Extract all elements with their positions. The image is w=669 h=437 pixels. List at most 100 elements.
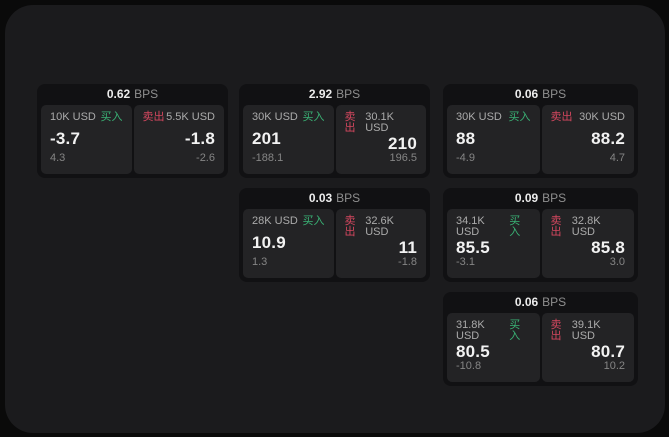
sell-price: 80.7	[591, 342, 625, 361]
sell-notional: 39.1K USD	[571, 319, 601, 342]
quote-card: 0.09 BPS 34.1K USD 买入 85.5 -3.1 卖出 32.8K…	[443, 188, 638, 282]
buy-quote-tile[interactable]: 28K USD 买入 10.9 1.3	[243, 209, 334, 278]
buy-tile-header: 28K USD 买入	[252, 216, 325, 227]
buy-side-label: 买入	[508, 111, 531, 123]
sell-notional: 32.6K USD	[365, 215, 394, 238]
bps-header: 0.62 BPS	[41, 84, 224, 105]
buy-notional: 30K USD	[456, 111, 502, 123]
bps-unit-label: BPS	[542, 87, 567, 101]
bps-value: 0.62	[106, 87, 131, 101]
bps-unit-label: BPS	[542, 295, 567, 309]
quote-card: 0.06 BPS 31.8K USD 买入 80.5 -10.8 卖出 39.1…	[443, 292, 638, 386]
bps-value: 0.09	[514, 191, 539, 205]
bps-value: 2.92	[308, 87, 333, 101]
buy-price: 88	[456, 128, 476, 148]
sell-quote-tile[interactable]: 卖出 32.8K USD 85.8 3.0	[541, 209, 634, 278]
buy-delta: -188.1	[252, 152, 284, 164]
bps-header: 0.06 BPS	[447, 292, 634, 313]
sell-price: 11	[398, 238, 417, 257]
buy-delta: 4.3	[50, 152, 66, 164]
buy-side-label: 买入	[509, 215, 521, 238]
quote-card: 0.06 BPS 30K USD 买入 88 -4.9 卖出 30K USD	[443, 84, 638, 178]
sell-delta: -2.6	[196, 152, 215, 164]
quote-card: 0.62 BPS 10K USD 买入 -3.7 4.3 卖出 5.5K USD	[37, 84, 228, 178]
sell-tile-header: 卖出 30.1K USD	[345, 112, 418, 134]
quote-card: 2.92 BPS 30K USD 买入 201 -188.1 卖出 30.1K …	[239, 84, 430, 178]
buy-delta: -3.1	[456, 256, 475, 268]
quote-panels: 30K USD 买入 88 -4.9 卖出 30K USD 88.2 4.7	[447, 105, 634, 174]
buy-quote-tile[interactable]: 31.8K USD 买入 80.5 -10.8	[447, 313, 540, 382]
bps-header: 0.06 BPS	[447, 84, 634, 105]
app-window: 0.62 BPS 10K USD 买入 -3.7 4.3 卖出 5.5K USD	[5, 5, 665, 433]
buy-side-label: 买入	[302, 215, 325, 227]
bps-value: 0.06	[514, 295, 539, 309]
buy-delta: 1.3	[252, 256, 268, 268]
quote-card: 0.03 BPS 28K USD 买入 10.9 1.3 卖出 32.6K US…	[239, 188, 430, 282]
sell-tile-header: 卖出 32.6K USD	[345, 216, 418, 238]
bps-unit-label: BPS	[336, 87, 361, 101]
buy-price: 10.9	[252, 232, 286, 252]
bps-unit-label: BPS	[336, 191, 361, 205]
sell-side-label: 卖出	[142, 111, 165, 123]
sell-quote-tile[interactable]: 卖出 30K USD 88.2 4.7	[541, 105, 634, 174]
sell-side-label: 卖出	[344, 111, 356, 134]
sell-notional: 32.8K USD	[571, 215, 601, 238]
buy-tile-header: 10K USD 买入	[50, 112, 123, 123]
buy-quote-tile[interactable]: 10K USD 买入 -3.7 4.3	[41, 105, 132, 174]
sell-tile-header: 卖出 30K USD	[551, 112, 626, 123]
buy-quote-tile[interactable]: 34.1K USD 买入 85.5 -3.1	[447, 209, 540, 278]
buy-tile-header: 30K USD 买入	[252, 112, 325, 123]
buy-tile-header: 34.1K USD 买入	[456, 216, 531, 238]
buy-price: -3.7	[50, 128, 81, 148]
quote-panels: 10K USD 买入 -3.7 4.3 卖出 5.5K USD -1.8 -2.…	[41, 105, 224, 174]
sell-notional: 30.1K USD	[365, 111, 394, 134]
buy-notional: 28K USD	[252, 215, 298, 227]
sell-price: 85.8	[591, 238, 625, 257]
buy-price: 80.5	[456, 342, 490, 361]
buy-side-label: 买入	[100, 111, 123, 123]
sell-delta: 3.0	[609, 256, 625, 268]
bps-header: 0.09 BPS	[447, 188, 634, 209]
buy-price: 85.5	[456, 238, 490, 257]
bps-header: 2.92 BPS	[243, 84, 426, 105]
sell-tile-header: 卖出 39.1K USD	[551, 320, 626, 342]
sell-side-label: 卖出	[344, 215, 356, 238]
buy-delta: -4.9	[456, 152, 475, 164]
buy-notional: 34.1K USD	[456, 215, 485, 238]
sell-quote-tile[interactable]: 卖出 30.1K USD 210 196.5	[335, 105, 426, 174]
sell-notional: 30K USD	[579, 111, 625, 123]
sell-delta: 10.2	[603, 360, 625, 372]
buy-price: 201	[252, 128, 281, 148]
buy-delta: -10.8	[456, 360, 482, 372]
sell-price: 210	[388, 134, 417, 153]
quote-panels: 34.1K USD 买入 85.5 -3.1 卖出 32.8K USD 85.8…	[447, 209, 634, 278]
quote-panels: 28K USD 买入 10.9 1.3 卖出 32.6K USD 11 -1.8	[243, 209, 426, 278]
bps-header: 0.03 BPS	[243, 188, 426, 209]
sell-tile-header: 卖出 32.8K USD	[551, 216, 626, 238]
sell-notional: 5.5K USD	[166, 111, 215, 123]
bps-value: 0.03	[308, 191, 333, 205]
sell-tile-header: 卖出 5.5K USD	[143, 112, 216, 123]
buy-side-label: 买入	[509, 319, 521, 342]
buy-quote-tile[interactable]: 30K USD 买入 88 -4.9	[447, 105, 540, 174]
sell-quote-tile[interactable]: 卖出 39.1K USD 80.7 10.2	[541, 313, 634, 382]
quote-panels: 30K USD 买入 201 -188.1 卖出 30.1K USD 210 1…	[243, 105, 426, 174]
buy-quote-tile[interactable]: 30K USD 买入 201 -188.1	[243, 105, 334, 174]
quote-panels: 31.8K USD 买入 80.5 -10.8 卖出 39.1K USD 80.…	[447, 313, 634, 382]
buy-tile-header: 30K USD 买入	[456, 112, 531, 123]
sell-delta: 4.7	[609, 152, 625, 164]
sell-quote-tile[interactable]: 卖出 32.6K USD 11 -1.8	[335, 209, 426, 278]
sell-price: 88.2	[591, 128, 625, 148]
sell-delta: 196.5	[389, 152, 417, 164]
sell-side-label: 卖出	[550, 111, 573, 123]
buy-notional: 30K USD	[252, 111, 298, 123]
sell-quote-tile[interactable]: 卖出 5.5K USD -1.8 -2.6	[133, 105, 224, 174]
buy-notional: 10K USD	[50, 111, 96, 123]
bps-unit-label: BPS	[134, 87, 159, 101]
sell-side-label: 卖出	[550, 215, 562, 238]
buy-tile-header: 31.8K USD 买入	[456, 320, 531, 342]
sell-price: -1.8	[184, 128, 215, 148]
bps-unit-label: BPS	[542, 191, 567, 205]
bps-value: 0.06	[514, 87, 539, 101]
